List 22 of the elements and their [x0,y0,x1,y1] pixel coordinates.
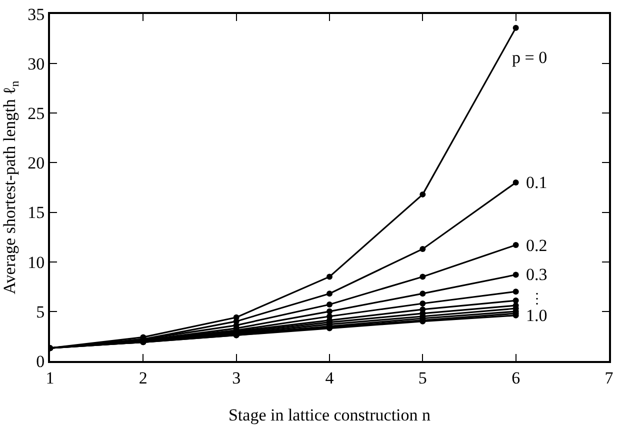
x-tick-label: 1 [46,368,54,388]
x-axis-title: Stage in lattice construction n [228,405,432,424]
y-tick-label: 15 [28,203,45,222]
y-tick-label: 35 [28,4,45,24]
x-tick-label: 7 [604,368,614,388]
x-tick-label: 6 [512,368,520,388]
series-label: 0.2 [526,236,548,255]
x-tick-label: 4 [325,368,334,388]
x-tick-label: 2 [138,368,148,388]
y-tick-label: 10 [28,252,45,272]
y-tick-label: 30 [28,54,45,74]
series-label: 0.3 [526,265,548,284]
annotation: ⋮ [530,292,544,307]
x-tick-label: 3 [232,368,241,388]
y-tick-label: 5 [36,302,45,322]
series-label: p = 0 [512,48,548,67]
y-tick-label: 25 [28,104,45,124]
series-label: 0.1 [526,173,548,192]
y-tick-label: 20 [28,154,45,173]
x-tick-label: 5 [418,368,427,388]
series-label: 1.0 [526,306,548,325]
y-tick-label: 0 [36,352,45,371]
